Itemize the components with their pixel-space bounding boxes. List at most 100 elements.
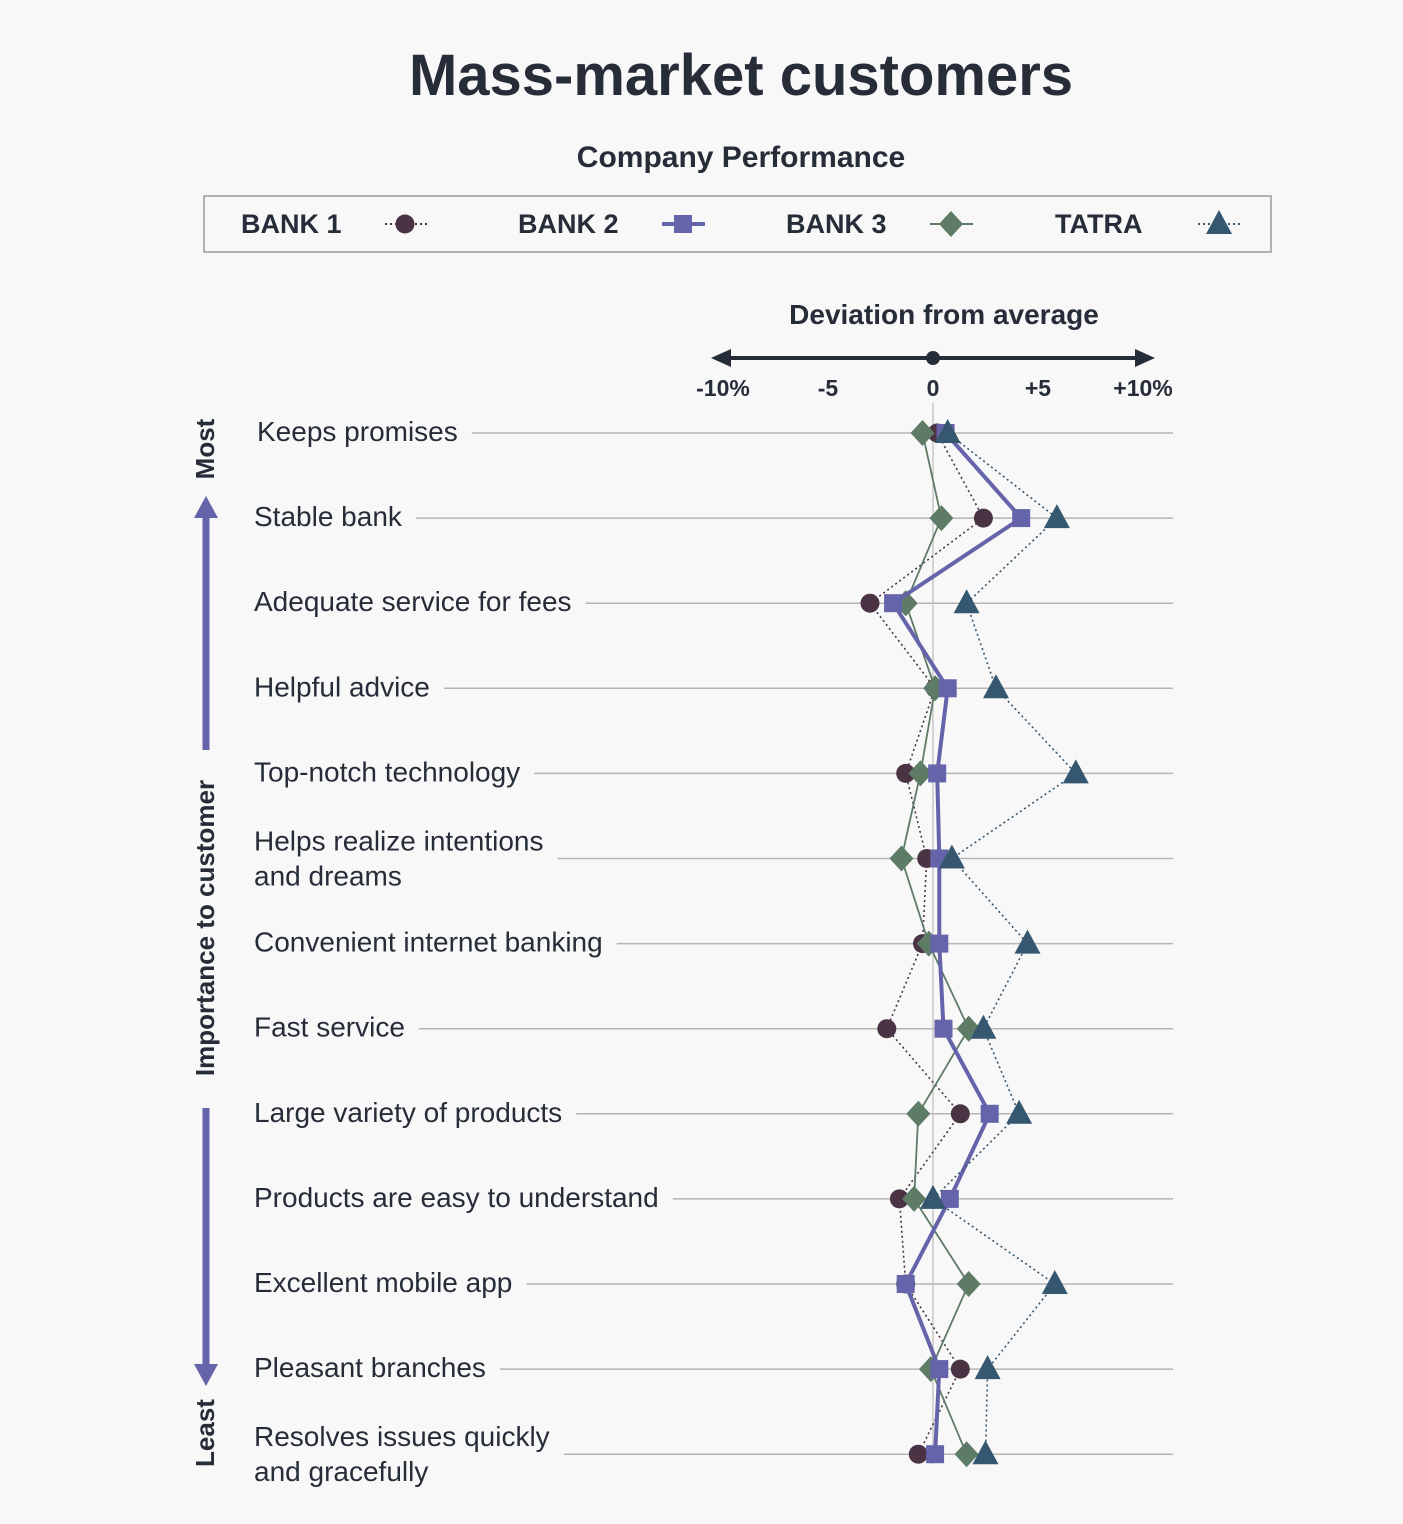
category-label: Products are easy to understand bbox=[254, 1182, 659, 1213]
legend-box bbox=[203, 195, 1272, 253]
data-point-bank-2 bbox=[896, 1275, 915, 1293]
data-point-bank-1 bbox=[950, 1359, 970, 1379]
chart-subtitle: Company Performance bbox=[577, 141, 905, 174]
legend-marker-bank-1 bbox=[395, 214, 415, 234]
data-point-bank-2 bbox=[928, 764, 947, 783]
category-label: Adequate service for fees bbox=[254, 586, 572, 617]
category-label: Pleasant branches bbox=[254, 1352, 486, 1383]
category-label: Stable bank bbox=[254, 501, 403, 532]
category-row: Resolves issues quickly and gracefully bbox=[254, 1421, 1173, 1487]
category-row: Adequate service for fees bbox=[254, 586, 1173, 617]
data-point-tatra bbox=[972, 1440, 999, 1465]
data-point-bank-1 bbox=[889, 1189, 909, 1209]
series-bank-2 bbox=[884, 424, 1031, 1464]
chart-title: Mass-market customers bbox=[409, 43, 1073, 108]
deviation-arrow-left-head bbox=[711, 349, 731, 367]
data-point-bank-2 bbox=[930, 934, 949, 953]
data-point-bank-1 bbox=[950, 1104, 970, 1124]
data-point-bank-2 bbox=[934, 1019, 953, 1038]
data-point-bank-2 bbox=[930, 1360, 949, 1379]
x-axis: Deviation from average -10% -5 0 +5 +10% bbox=[696, 299, 1173, 401]
data-point-tatra bbox=[1014, 929, 1041, 954]
data-point-tatra bbox=[920, 1184, 946, 1209]
data-point-tatra bbox=[1041, 1270, 1068, 1294]
category-label: and dreams bbox=[254, 861, 402, 892]
data-point-tatra bbox=[1006, 1099, 1033, 1124]
data-point-tatra bbox=[970, 1014, 997, 1039]
category-row: Large variety of products bbox=[254, 1097, 1173, 1128]
data-point-bank-2 bbox=[980, 1104, 999, 1123]
legend-label-bank-2: BANK 2 bbox=[518, 209, 619, 239]
legend-marker-bank-2 bbox=[674, 215, 692, 233]
category-label: Top-notch technology bbox=[254, 756, 520, 787]
data-point-bank-3 bbox=[954, 1441, 979, 1468]
data-point-bank-3 bbox=[910, 420, 935, 446]
side-axis-bottom-label: Least bbox=[190, 1399, 220, 1467]
category-row: Fast service bbox=[254, 1012, 1173, 1043]
data-point-tatra bbox=[934, 419, 961, 443]
x-tick-label: -10% bbox=[696, 375, 750, 401]
legend: BANK 1 BANK 2 BANK 3 TATRA bbox=[203, 195, 1272, 253]
data-point-tatra bbox=[938, 844, 965, 869]
data-point-bank-3 bbox=[906, 1100, 931, 1127]
data-point-bank-1 bbox=[973, 508, 993, 528]
side-axis-top-label: Most bbox=[190, 418, 220, 479]
deviation-arrow-right-head bbox=[1135, 349, 1155, 367]
legend-label-tatra: TATRA bbox=[1055, 209, 1142, 239]
category-label: Helpful advice bbox=[254, 671, 430, 702]
data-point-bank-3 bbox=[908, 760, 933, 787]
side-axis: Most Importance to customer Least bbox=[190, 418, 220, 1467]
category-label: Keeps promises bbox=[257, 416, 458, 447]
legend-marker-tatra bbox=[1206, 210, 1232, 234]
importance-arrow-down-head bbox=[194, 1364, 218, 1386]
category-row: Keeps promises bbox=[257, 416, 1173, 447]
data-point-bank-2 bbox=[926, 1445, 945, 1464]
data-point-bank-1 bbox=[877, 1019, 897, 1039]
importance-arrow-up-head bbox=[194, 496, 218, 518]
x-tick-label: +5 bbox=[1025, 375, 1051, 401]
category-label: Excellent mobile app bbox=[254, 1267, 512, 1298]
data-point-tatra bbox=[1062, 759, 1089, 784]
legend-label-bank-3: BANK 3 bbox=[786, 209, 887, 239]
data-point-tatra bbox=[953, 589, 980, 614]
category-label: Fast service bbox=[254, 1012, 405, 1043]
data-point-bank-3 bbox=[889, 845, 914, 872]
deviation-arrow-zero-dot bbox=[926, 351, 940, 365]
data-point-bank-3 bbox=[956, 1271, 981, 1297]
data-point-bank-2 bbox=[938, 679, 957, 698]
x-tick-label: +10% bbox=[1113, 375, 1172, 401]
category-row: Top-notch technology bbox=[254, 756, 1173, 787]
series-bank-3 bbox=[889, 420, 981, 1468]
category-row: Stable bank bbox=[254, 501, 1173, 532]
category-row: Excellent mobile app bbox=[254, 1267, 1173, 1298]
category-row: Helps realize intentions and dreams bbox=[254, 826, 1173, 892]
category-label: Resolves issues quickly bbox=[254, 1421, 550, 1452]
data-point-bank-2 bbox=[940, 1189, 959, 1208]
category-label: Helps realize intentions bbox=[254, 826, 544, 857]
category-label: Convenient internet banking bbox=[254, 927, 603, 958]
data-point-tatra bbox=[974, 1355, 1001, 1380]
category-row: Helpful advice bbox=[254, 671, 1173, 702]
data-point-bank-2 bbox=[884, 594, 903, 613]
category-label: Large variety of products bbox=[254, 1097, 562, 1128]
data-point-bank-2 bbox=[1012, 509, 1031, 528]
data-point-bank-3 bbox=[929, 505, 954, 532]
data-point-bank-1 bbox=[860, 593, 880, 613]
category-rows: Keeps promises Stable bank Adequate servic… bbox=[254, 416, 1173, 1487]
series-layer bbox=[860, 419, 1089, 1468]
x-axis-title: Deviation from average bbox=[789, 299, 1099, 330]
legend-marker-bank-3 bbox=[939, 211, 963, 237]
data-point-bank-3 bbox=[902, 1185, 927, 1212]
side-axis-title: Importance to customer bbox=[190, 780, 220, 1076]
data-point-bank-1 bbox=[896, 763, 916, 783]
data-point-tatra bbox=[983, 674, 1009, 699]
data-point-bank-1 bbox=[908, 1444, 928, 1464]
x-tick-label: -5 bbox=[818, 375, 839, 401]
x-tick-label: 0 bbox=[927, 375, 940, 401]
category-row: Convenient internet banking bbox=[254, 927, 1173, 958]
data-point-tatra bbox=[1043, 504, 1070, 529]
legend-label-bank-1: BANK 1 bbox=[241, 209, 342, 239]
category-row: Pleasant branches bbox=[254, 1352, 1173, 1383]
category-label: and gracefully bbox=[254, 1456, 428, 1487]
